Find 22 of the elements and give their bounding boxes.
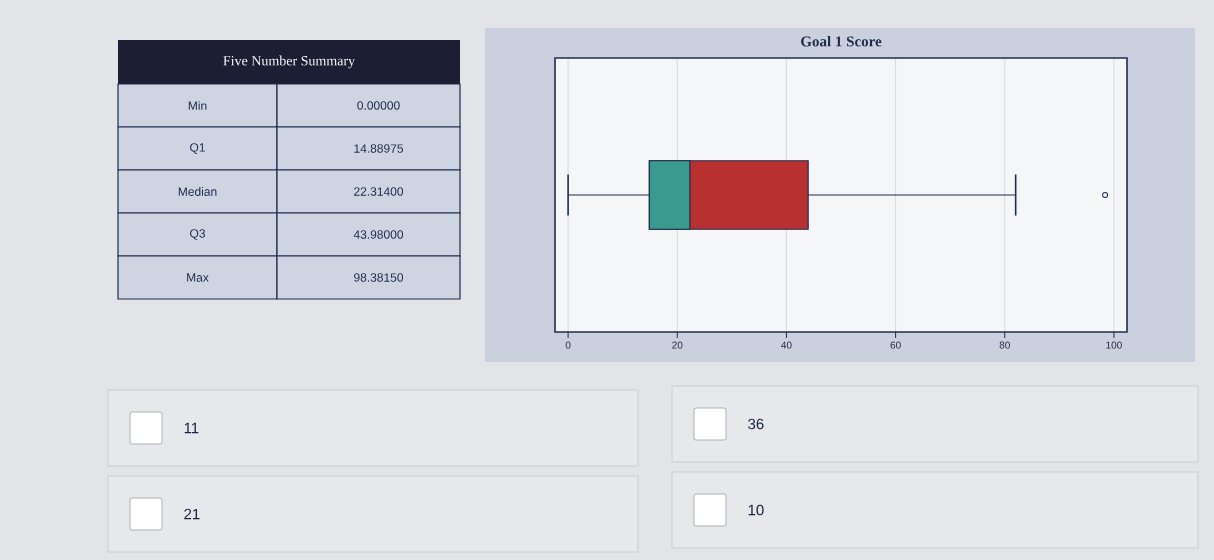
text: 43.98000: [353, 230, 404, 239]
text: 36: [748, 418, 764, 430]
x-tick-label: 80: [999, 341, 1010, 349]
text: Q1: [190, 143, 205, 154]
text: Five Number Summary: [223, 55, 356, 69]
text: Max: [187, 273, 209, 282]
x-tick-label: 100: [1106, 341, 1122, 349]
x-tick-label: 20: [672, 341, 683, 349]
text: Min: [188, 101, 207, 110]
x-tick-label: 0: [565, 341, 571, 349]
text: Q3: [190, 229, 205, 240]
text: 10: [748, 504, 764, 516]
x-tick-label: 40: [781, 341, 792, 349]
text: Median: [178, 187, 217, 196]
text: 11: [184, 422, 199, 434]
text: 14.88975: [354, 144, 404, 153]
text: 22.31400: [354, 187, 404, 196]
chart-title: Goal 1 Score: [801, 35, 882, 47]
text: 98.38150: [354, 273, 404, 282]
text: 21: [184, 508, 200, 520]
text: 0.00000: [357, 101, 400, 110]
x-tick-label: 60: [890, 341, 901, 349]
